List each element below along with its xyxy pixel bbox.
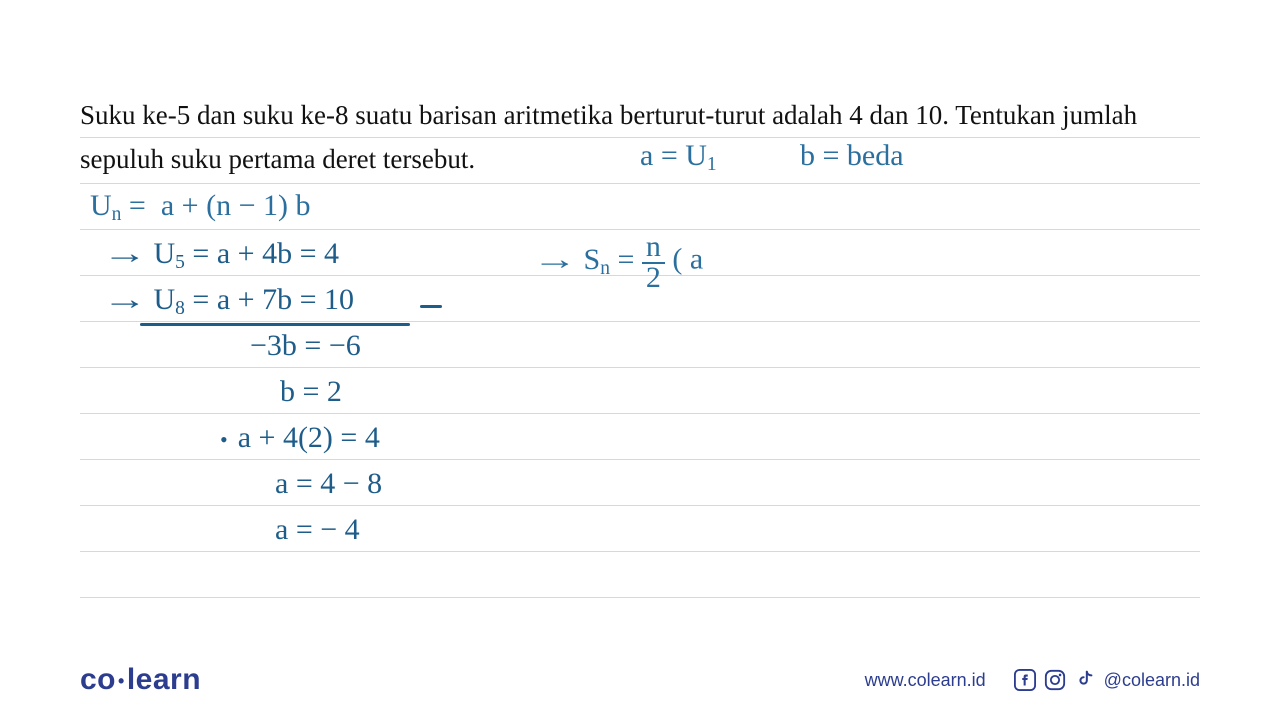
line-sub-a: •a + 4(2) = 4 — [220, 421, 380, 455]
rule-line — [80, 229, 1200, 230]
formula-un: Un = a + (n − 1) b — [90, 189, 310, 226]
logo-left: co — [80, 663, 116, 696]
rule-line — [80, 551, 1200, 552]
elimination-underline — [140, 323, 410, 326]
sn-prefix: Sn = — [584, 243, 635, 276]
rule-line — [80, 459, 1200, 460]
footer-right: www.colearn.id @colearn.id — [865, 669, 1200, 691]
line-a-step: a = 4 − 8 — [275, 467, 382, 501]
footer-url: www.colearn.id — [865, 670, 986, 691]
question-line-2: sepuluh suku pertama deret tersebut. — [80, 139, 475, 181]
social-block: @colearn.id — [1014, 669, 1200, 691]
line-subtract: −3b = −6 — [250, 329, 361, 363]
rule-line — [80, 137, 1200, 138]
rule-line — [80, 413, 1200, 414]
line-u5: → U5 = a + 4b = 4 — [110, 237, 339, 274]
line-a-result: a = − 4 — [275, 513, 360, 547]
line-u8: → U8 = a + 7b = 10 — [110, 283, 354, 320]
question-line-1: Suku ke-5 dan suku ke-8 suatu barisan ar… — [80, 95, 1137, 137]
rule-line — [80, 183, 1200, 184]
sn-partial: → Sn = n 2 ( a — [540, 233, 703, 292]
tiktok-icon — [1074, 669, 1096, 691]
page-root: Suku ke-5 dan suku ke-8 suatu barisan ar… — [0, 0, 1280, 720]
sn-tail: ( a — [672, 243, 703, 276]
rule-line — [80, 597, 1200, 598]
instagram-icon — [1044, 669, 1066, 691]
rule-line — [80, 367, 1200, 368]
rule-line — [80, 505, 1200, 506]
social-handle: @colearn.id — [1104, 670, 1200, 691]
line-sub-a-text: a + 4(2) = 4 — [238, 421, 380, 454]
brand-logo: co•learn — [80, 663, 201, 697]
logo-right: learn — [127, 663, 201, 696]
annotation-b-def: b = beda — [800, 139, 904, 173]
sn-frac-den: 2 — [642, 264, 665, 293]
sn-frac-num: n — [642, 233, 665, 264]
line-b-result: b = 2 — [280, 375, 342, 409]
facebook-icon — [1014, 669, 1036, 691]
rule-line — [80, 321, 1200, 322]
elimination-minus — [420, 305, 442, 308]
annotation-a-def: a = U1 — [640, 139, 717, 176]
footer: co•learn www.colearn.id @colearn.id — [0, 640, 1280, 720]
sn-fraction: n 2 — [642, 233, 665, 292]
